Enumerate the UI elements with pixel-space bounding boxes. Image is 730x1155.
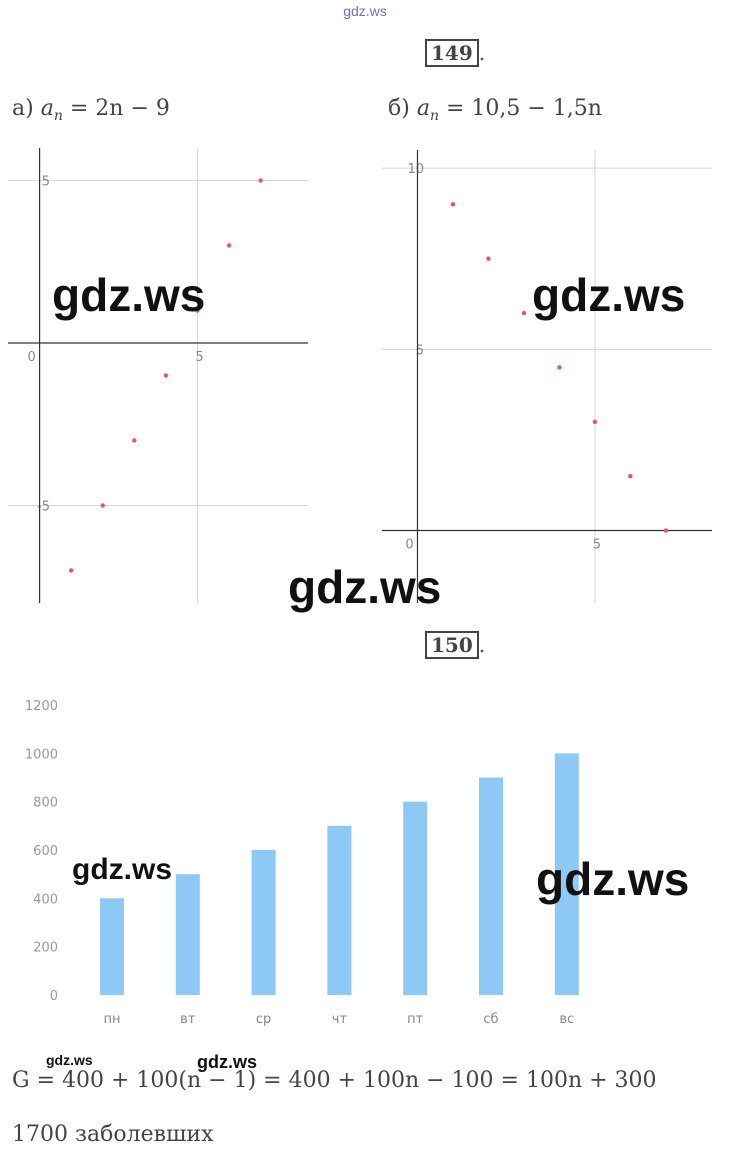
problem-150-number: 150.: [425, 631, 486, 659]
data-point: [486, 256, 491, 261]
data-point: [226, 243, 232, 248]
y-tick-label: -5: [37, 500, 50, 515]
x-tick-label: пт: [407, 1012, 423, 1027]
label-b: б) an = 10,5 − 1,5n: [388, 96, 602, 125]
problem-149-number: 149.: [425, 39, 486, 67]
problem-150-dot: .: [478, 633, 486, 657]
data-point: [557, 365, 562, 370]
label-a-var: a: [40, 96, 54, 121]
data-point: [628, 473, 633, 479]
bar: [175, 874, 200, 995]
x-tick-label: чт: [332, 1012, 348, 1027]
bar: [100, 898, 124, 995]
label-b-formula: 10,5 − 1,5n: [471, 96, 602, 121]
y-tick-label: 400: [33, 892, 58, 907]
data-point: [521, 310, 527, 316]
watermark-chart-b: gdz.ws: [532, 269, 686, 321]
y-tick-label: 0: [50, 989, 58, 1004]
data-point: [163, 373, 169, 378]
problem-149-number-box: 149: [425, 39, 479, 67]
chart-b: 5 10 0 5: [382, 150, 712, 603]
y-tick-label: 5: [416, 343, 424, 358]
data-point: [132, 438, 137, 443]
x-tick-label: ср: [256, 1012, 271, 1027]
formula-150: G = 400 + 100(n − 1) = 400 + 100n − 100 …: [12, 1068, 657, 1093]
data-point: [450, 202, 456, 207]
watermark-bar-left: gdz.ws: [72, 853, 173, 886]
data-point: [100, 503, 105, 508]
watermark-center: gdz.ws: [288, 561, 442, 613]
y-tick-label: 800: [33, 796, 58, 811]
data-point: [258, 178, 263, 183]
problem-149-dot: .: [478, 41, 486, 65]
x-tick-label: 5: [593, 538, 601, 553]
x-tick-label: 0: [405, 538, 413, 553]
x-tick-label: 5: [195, 350, 203, 365]
label-b-prefix: б): [388, 96, 410, 121]
chart-a: -5 5 0 5: [8, 148, 308, 603]
bar: [327, 825, 352, 995]
watermark-bar-right: gdz.ws: [536, 853, 690, 905]
data-point: [68, 568, 74, 573]
label-a-sub: n: [53, 108, 63, 125]
data-point: [592, 419, 598, 424]
x-tick-label: пн: [104, 1012, 121, 1027]
watermark-top: gdz.ws: [343, 3, 387, 19]
label-b-var: a: [416, 96, 430, 121]
y-tick-label: 200: [33, 941, 58, 956]
y-tick-label: 1000: [25, 747, 58, 762]
y-tick-label: 600: [33, 844, 58, 859]
x-tick-label: 0: [27, 350, 35, 365]
watermark-bottom-2: gdz.ws: [197, 1052, 258, 1072]
bar: [403, 801, 428, 995]
y-tick-label: 1200: [25, 699, 58, 714]
watermark-bottom-1: gdz.ws: [46, 1052, 93, 1068]
y-tick-label: 10: [407, 162, 424, 177]
label-a: а) an = 2n − 9: [12, 96, 170, 125]
x-tick-label: вт: [180, 1012, 196, 1027]
label-a-prefix: а): [12, 96, 34, 121]
watermark-chart-a: gdz.ws: [52, 269, 206, 321]
y-tick-label: 5: [42, 175, 50, 190]
bar: [479, 777, 503, 995]
data-point: [195, 308, 200, 313]
label-b-sub: n: [429, 108, 439, 125]
data-point: [663, 528, 669, 533]
x-tick-label: сб: [483, 1012, 498, 1027]
label-a-formula: 2n − 9: [95, 96, 170, 121]
chart-bar: 0 200 400 600 800 1000 1200 пн вт ср чт пт сб вс: [25, 699, 579, 1027]
bar: [251, 850, 276, 995]
x-tick-label: вс: [559, 1012, 574, 1027]
answer-150: 1700 заболевших: [12, 1122, 214, 1147]
bar: [554, 753, 579, 995]
problem-150-number-box: 150: [425, 631, 479, 659]
